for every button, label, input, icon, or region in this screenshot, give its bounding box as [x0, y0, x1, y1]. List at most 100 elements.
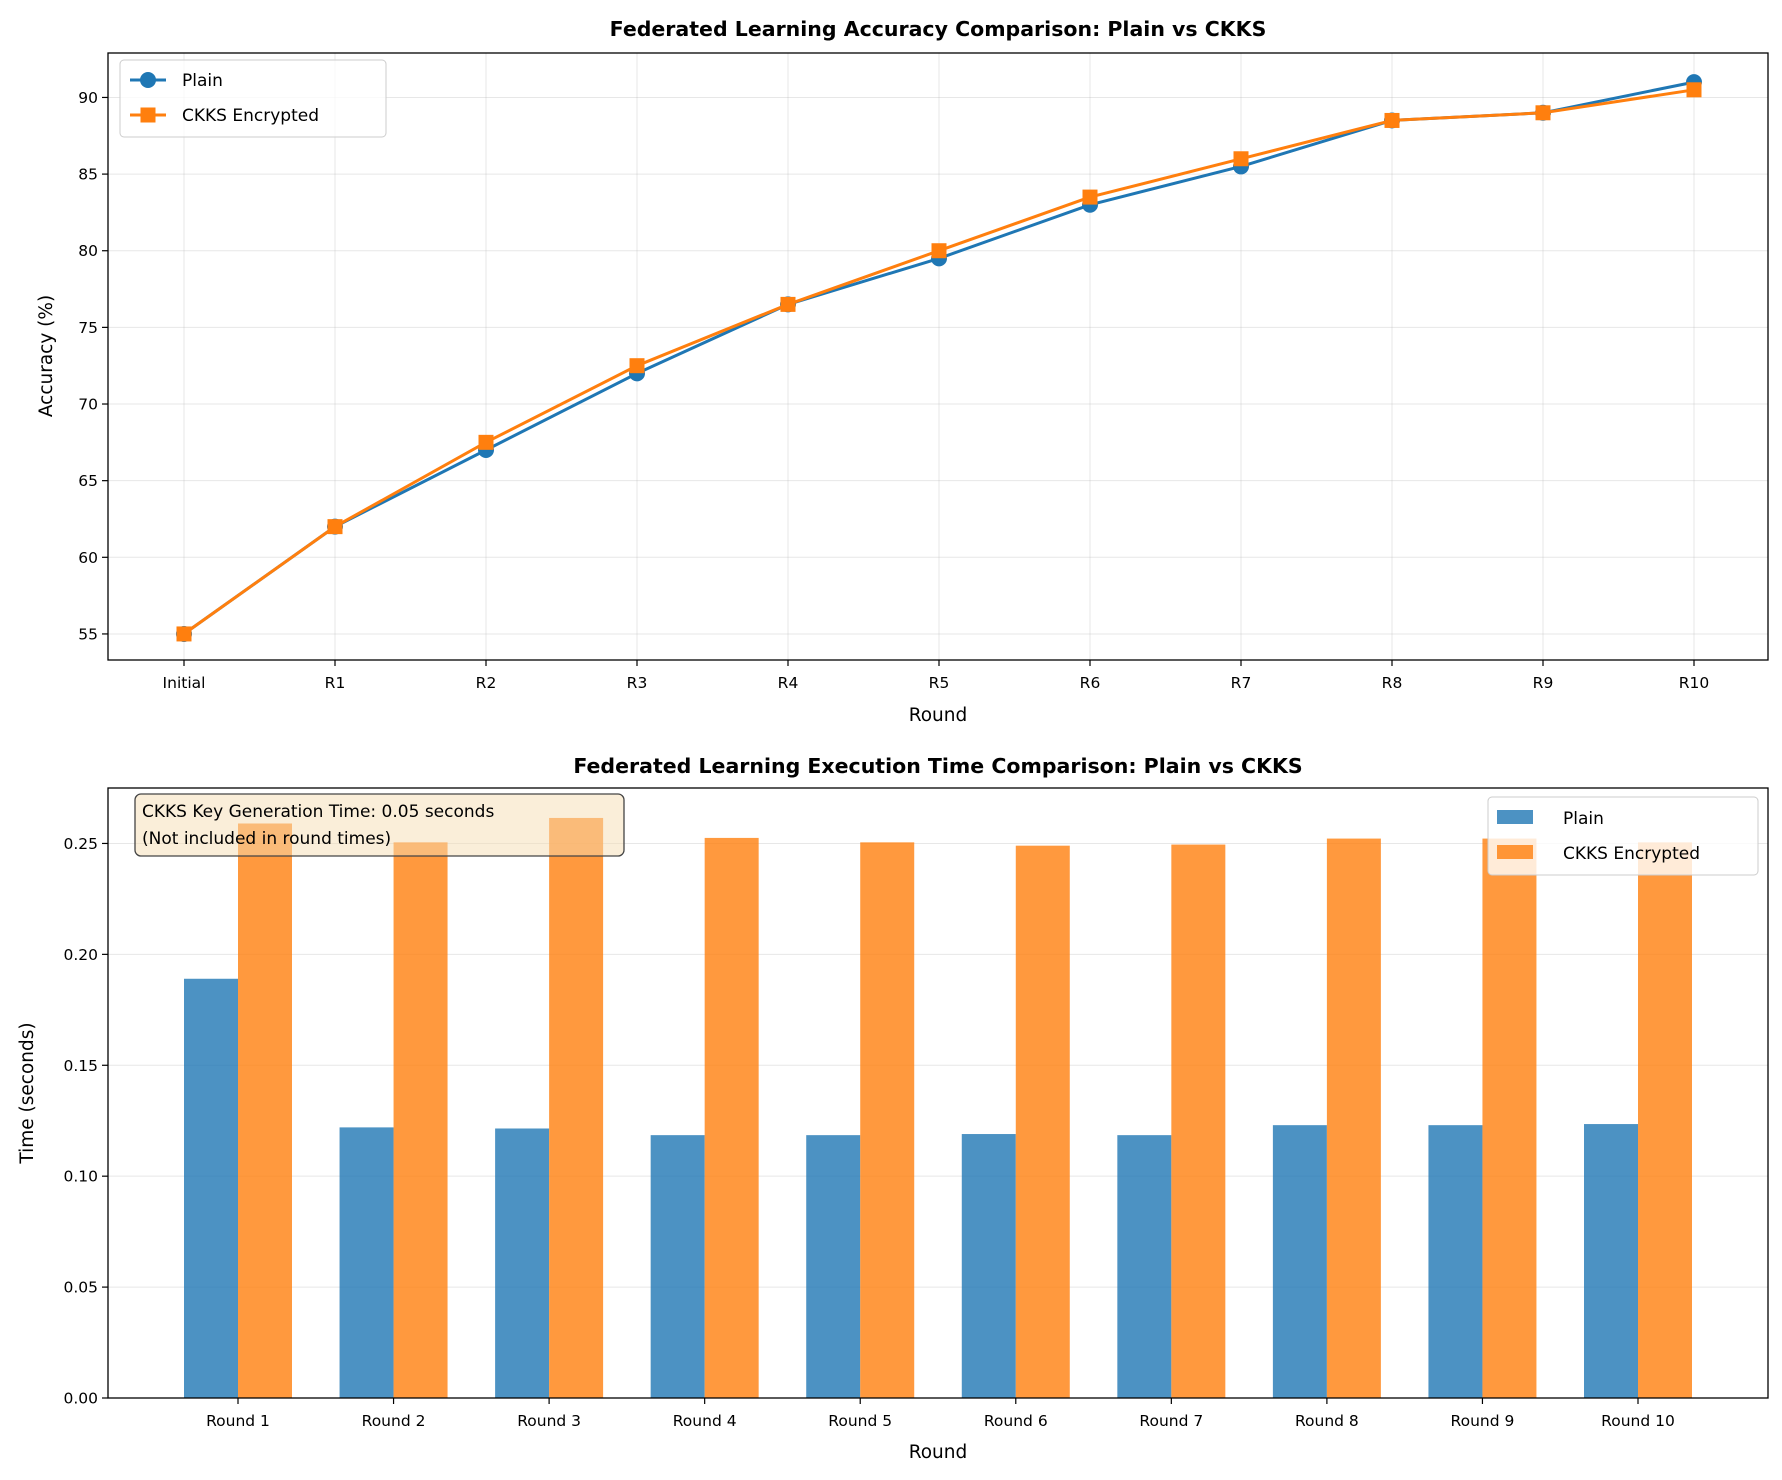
- accuracy-point-ckks: [478, 434, 494, 450]
- accuracy-x-tick-label: Initial: [163, 674, 206, 692]
- time-x-tick-label: Round 6: [984, 1412, 1048, 1430]
- time-bar-plain: [184, 978, 238, 1398]
- time-bar-plain: [1428, 1125, 1483, 1398]
- accuracy-x-tick-label: R6: [1080, 674, 1101, 692]
- accuracy-chart-title: Federated Learning Accuracy Comparison: …: [610, 17, 1267, 41]
- time-bar-ckks: [1482, 838, 1537, 1398]
- accuracy-point-ckks: [780, 296, 796, 312]
- time-chart: Federated Learning Execution Time Compar…: [17, 754, 1769, 1463]
- accuracy-x-axis-label: Round: [909, 705, 968, 726]
- time-y-axis-label: Time (seconds): [17, 1022, 38, 1164]
- accuracy-x-tick-label: R7: [1231, 674, 1252, 692]
- accuracy-gridlines: [108, 53, 1768, 660]
- legend-plain-bar-swatch: [1497, 810, 1533, 824]
- accuracy-legend: Plain CKKS Encrypted: [119, 59, 387, 138]
- time-bar-plain: [339, 1127, 394, 1398]
- time-y-ticks: 0.00 0.05 0.10 0.15 0.20 0.25: [63, 835, 108, 1408]
- time-x-tick-label: Round 10: [1601, 1412, 1675, 1430]
- accuracy-point-ckks: [1233, 151, 1249, 167]
- accuracy-y-tick-label: 60: [78, 549, 98, 567]
- accuracy-point-ckks: [629, 358, 645, 374]
- accuracy-point-ckks: [1535, 105, 1551, 121]
- time-legend-box: [1487, 796, 1759, 876]
- time-y-tick-label: 0.25: [63, 835, 98, 853]
- accuracy-point-ckks: [1384, 112, 1400, 128]
- accuracy-point-ckks: [1082, 189, 1098, 205]
- time-y-tick-label: 0.20: [63, 946, 98, 964]
- time-legend: Plain CKKS Encrypted: [1487, 796, 1759, 876]
- time-y-tick-label: 0.10: [63, 1168, 98, 1186]
- legend-ckks-bar-swatch: [1497, 845, 1533, 859]
- time-bar-plain: [1584, 1124, 1638, 1398]
- accuracy-y-tick-label: 55: [78, 625, 98, 643]
- accuracy-point-ckks: [931, 243, 947, 259]
- time-y-tick-label: 0.15: [63, 1057, 98, 1075]
- accuracy-y-tick-label: 70: [78, 396, 98, 414]
- time-bar-ckks: [393, 842, 448, 1398]
- legend-plain-label: Plain: [182, 71, 223, 91]
- time-y-tick-label: 0.05: [63, 1279, 98, 1297]
- time-x-tick-label: Round 9: [1451, 1412, 1515, 1430]
- accuracy-x-tick-label: R10: [1679, 674, 1710, 692]
- time-bar-ckks: [1638, 842, 1692, 1398]
- accuracy-point-ckks: [176, 626, 192, 642]
- time-bar-ckks: [1326, 838, 1381, 1398]
- time-bar-ckks: [1015, 845, 1070, 1398]
- time-plot-frame: [107, 787, 1769, 1399]
- legend-plain-circle-marker: [140, 72, 156, 88]
- accuracy-chart: Federated Learning Accuracy Comparison: …: [36, 17, 1769, 726]
- time-bar-ckks: [1171, 844, 1226, 1398]
- accuracy-x-tick-label: R2: [476, 674, 497, 692]
- accuracy-point-ckks: [327, 519, 343, 535]
- accuracy-y-axis-label: Accuracy (%): [36, 295, 57, 417]
- time-x-tick-label: Round 1: [206, 1412, 270, 1430]
- key-generation-note-box: [134, 793, 625, 857]
- time-bar-plain: [806, 1135, 861, 1398]
- time-bars: [184, 817, 1692, 1398]
- accuracy-x-tick-label: R9: [1533, 674, 1554, 692]
- time-x-tick-label: Round 5: [828, 1412, 892, 1430]
- accuracy-y-tick-label: 80: [78, 242, 98, 260]
- time-bar-plain: [650, 1135, 705, 1398]
- accuracy-point-ckks: [1686, 82, 1702, 98]
- legend-ckks-square-marker: [140, 107, 156, 123]
- accuracy-plot-frame: [107, 52, 1769, 661]
- time-y-tick-label: 0.00: [63, 1390, 98, 1408]
- time-x-tick-label: Round 3: [517, 1412, 581, 1430]
- time-bar-ckks: [549, 817, 604, 1398]
- time-legend-plain-label: Plain: [1563, 809, 1604, 829]
- accuracy-x-tick-label: R8: [1382, 674, 1403, 692]
- time-x-axis-label: Round: [909, 1442, 968, 1463]
- time-bar-plain: [1272, 1125, 1327, 1398]
- time-bar-plain: [961, 1134, 1016, 1398]
- accuracy-y-ticks: 55 60 65 70 75 80 85 90: [78, 89, 108, 643]
- time-bar-ckks: [860, 842, 915, 1398]
- accuracy-x-tick-label: R5: [929, 674, 950, 692]
- key-generation-note-line2: (Not included in round times): [142, 829, 391, 849]
- time-chart-title: Federated Learning Execution Time Compar…: [573, 754, 1302, 778]
- time-bar-plain: [495, 1128, 550, 1398]
- time-x-tick-label: Round 8: [1295, 1412, 1359, 1430]
- legend-ckks-label: CKKS Encrypted: [182, 106, 319, 126]
- accuracy-legend-box: [119, 59, 387, 138]
- accuracy-series: [176, 74, 1702, 642]
- accuracy-y-tick-label: 90: [78, 89, 98, 107]
- key-generation-note: CKKS Key Generation Time: 0.05 seconds (…: [134, 793, 625, 857]
- accuracy-x-tick-label: R4: [778, 674, 799, 692]
- time-x-ticks: Round 1 Round 2 Round 3 Round 4 Round 5 Round…: [206, 1398, 1675, 1430]
- accuracy-y-tick-label: 75: [78, 319, 98, 337]
- accuracy-y-tick-label: 85: [78, 166, 98, 184]
- time-x-tick-label: Round 4: [673, 1412, 737, 1430]
- time-x-tick-label: Round 7: [1139, 1412, 1203, 1430]
- accuracy-y-tick-label: 65: [78, 472, 98, 490]
- time-bar-plain: [1117, 1135, 1172, 1398]
- time-legend-ckks-label: CKKS Encrypted: [1563, 844, 1700, 864]
- time-x-tick-label: Round 2: [362, 1412, 426, 1430]
- accuracy-x-tick-label: R3: [627, 674, 648, 692]
- time-bar-ckks: [704, 837, 759, 1398]
- accuracy-x-tick-label: R1: [325, 674, 346, 692]
- accuracy-x-ticks: Initial R1 R2 R3 R4 R5 R6 R7 R8 R9 R10: [163, 660, 1710, 692]
- key-generation-note-line1: CKKS Key Generation Time: 0.05 seconds: [142, 802, 494, 822]
- time-bar-ckks: [238, 823, 292, 1398]
